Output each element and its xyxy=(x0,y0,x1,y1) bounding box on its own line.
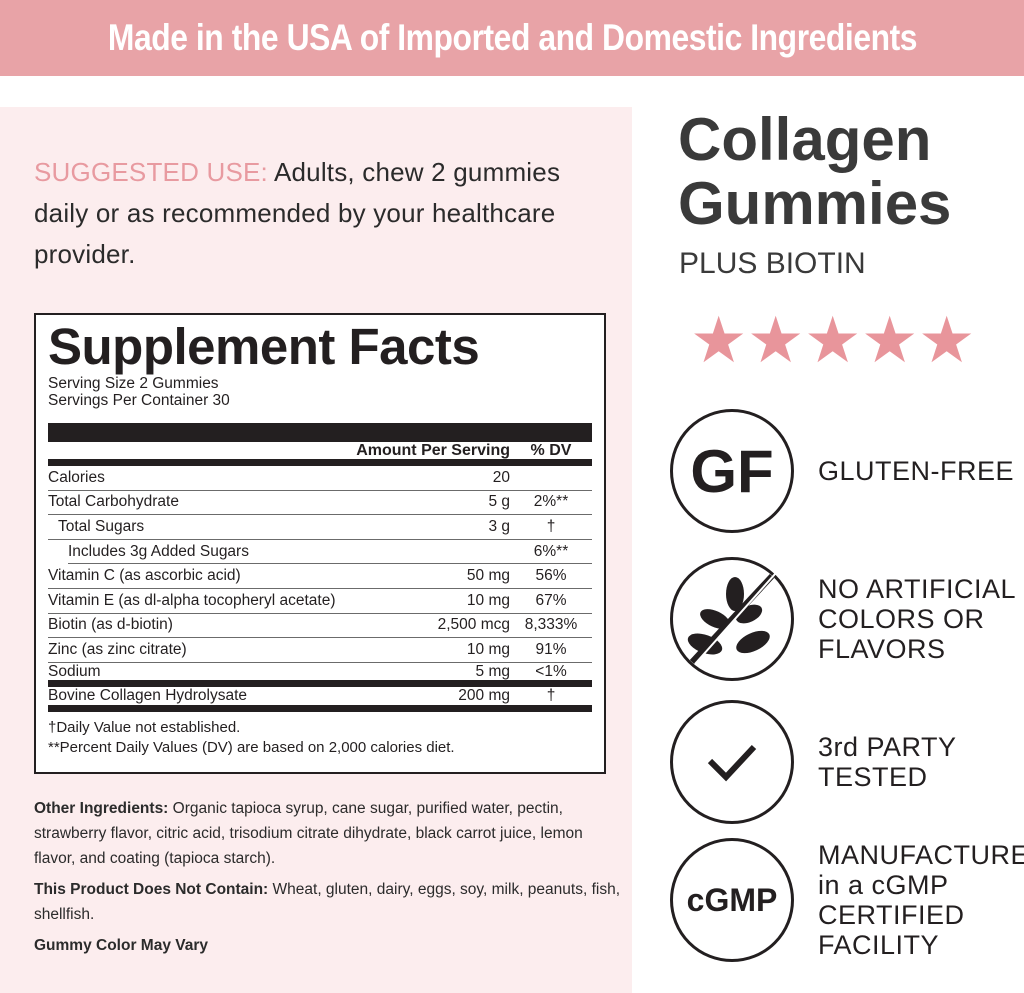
facts-row: Vitamin C (as ascorbic acid) 50 mg 56% xyxy=(48,564,592,589)
does-not-contain: This Product Does Not Contain: Wheat, gl… xyxy=(34,877,624,927)
does-not-contain-text: Wheat, gluten, dairy, eggs, soy, milk, p… xyxy=(34,881,621,923)
facts-row: Sodium 5 mg <1% xyxy=(48,663,592,688)
facts-row: Total Carbohydrate 5 g 2%** xyxy=(48,491,592,516)
feature-label: MANUFACTURED in a cGMP CERTIFIED FACILIT… xyxy=(818,840,1024,960)
nutrient-name: Includes 3g Added Sugars xyxy=(68,542,249,560)
nutrient-name: Biotin (as d-biotin) xyxy=(48,616,173,634)
other-ingredients-text: Organic tapioca syrup, cane sugar, purif… xyxy=(34,800,583,867)
feature-label: NO ARTIFICIAL COLORS OR FLAVORS xyxy=(818,574,1017,664)
nutrient-name: Total Carbohydrate xyxy=(48,493,179,511)
footnote-percent: **Percent Daily Values (DV) are based on… xyxy=(48,738,455,756)
no-artificial-leaf-icon xyxy=(670,557,794,681)
feature-cgmp: cGMP MANUFACTURED in a cGMP CERTIFIED FA… xyxy=(670,838,1024,962)
nutrient-dv: † xyxy=(546,517,556,535)
feature-no-artificial: NO ARTIFICIAL COLORS OR FLAVORS xyxy=(670,557,1016,681)
facts-header-row: Amount Per Serving % DV xyxy=(48,442,592,466)
nutrient-amount: 3 g xyxy=(488,517,510,535)
nutrient-name: Sodium xyxy=(48,662,101,680)
nutrient-amount: 2,500 mcg xyxy=(437,616,510,634)
top-banner: Made in the USA of Imported and Domestic… xyxy=(0,0,1024,76)
nutrient-dv: 67% xyxy=(535,591,567,609)
suggested-use: SUGGESTED USE: Adults, chew 2 gummies da… xyxy=(34,152,614,275)
facts-row: Zinc (as zinc citrate) 10 mg 91% xyxy=(48,638,592,663)
nutrient-amount: 10 mg xyxy=(466,591,510,609)
nutrient-name: Total Sugars xyxy=(58,517,145,535)
facts-row: Calories 20 xyxy=(48,466,592,491)
star-rating: ★ ★ ★ ★ ★ xyxy=(690,308,975,372)
star-icon: ★ xyxy=(918,304,976,376)
other-ingredients: Other Ingredients: Organic tapioca syrup… xyxy=(34,796,624,871)
nutrient-dv: 8,333% xyxy=(524,616,578,634)
ingredients-section: Other Ingredients: Organic tapioca syrup… xyxy=(34,796,624,964)
servings-per-container: Servings Per Container 30 xyxy=(48,392,230,409)
other-ingredients-label: Other Ingredients: xyxy=(34,800,169,817)
nutrient-amount: 50 mg xyxy=(466,567,510,585)
gf-icon-text: GF xyxy=(690,437,774,505)
feature-label: 3rd PARTY TESTED xyxy=(818,732,957,792)
nutrient-dv: <1% xyxy=(535,662,567,680)
nutrient-name: Vitamin E (as dl-alpha tocopheryl acetat… xyxy=(48,591,336,609)
gf-icon: GF xyxy=(670,409,794,533)
nutrient-amount: 20 xyxy=(492,468,510,486)
does-not-contain-label: This Product Does Not Contain: xyxy=(34,881,269,898)
nutrient-dv: † xyxy=(546,687,556,705)
nutrient-dv: 2%** xyxy=(533,493,569,511)
nutrient-amount: 5 g xyxy=(488,493,510,511)
facts-row: Biotin (as d-biotin) 2,500 mcg 8,333% xyxy=(48,614,592,639)
nutrient-amount: 200 mg xyxy=(458,687,510,705)
facts-row: Includes 3g Added Sugars 6%** xyxy=(68,540,592,565)
nutrient-dv: 91% xyxy=(535,640,567,658)
facts-row: Total Sugars 3 g † xyxy=(48,515,592,540)
nutrient-dv: 56% xyxy=(535,567,567,585)
suggested-use-text: Adults, chew 2 gummies daily or as recom… xyxy=(34,157,561,269)
feature-gluten-free: GF GLUTEN-FREE xyxy=(670,409,1014,533)
suggested-use-label: SUGGESTED USE: xyxy=(34,157,268,187)
product-subtitle: PLUS BIOTIN xyxy=(679,247,866,280)
divider-bar xyxy=(48,423,592,442)
star-icon: ★ xyxy=(804,304,862,376)
nutrient-name: Bovine Collagen Hydrolysate xyxy=(48,687,248,705)
star-icon: ★ xyxy=(690,304,748,376)
checkmark-icon xyxy=(670,700,794,824)
product-title: Collagen Gummies xyxy=(678,106,952,237)
nutrient-name: Zinc (as zinc citrate) xyxy=(48,640,187,658)
serving-size: Serving Size 2 Gummies xyxy=(48,375,219,392)
nutrient-dv: 6%** xyxy=(533,542,569,560)
banner-text: Made in the USA of Imported and Domestic… xyxy=(107,17,917,58)
footnote-dv: †Daily Value not established. xyxy=(48,718,241,736)
facts-title: Supplement Facts xyxy=(48,318,480,375)
amount-header: Amount Per Serving xyxy=(356,441,510,459)
feature-label: GLUTEN-FREE xyxy=(818,456,1015,486)
star-icon: ★ xyxy=(747,304,805,376)
cgmp-icon: cGMP xyxy=(670,838,794,962)
nutrient-amount: 10 mg xyxy=(466,640,510,658)
nutrient-amount: 5 mg xyxy=(475,662,510,680)
nutrient-name: Calories xyxy=(48,468,105,486)
facts-row: Bovine Collagen Hydrolysate 200 mg † xyxy=(48,687,592,712)
supplement-facts-panel: Supplement Facts Serving Size 2 Gummies … xyxy=(34,313,606,774)
dv-header: % DV xyxy=(530,441,572,459)
facts-row: Vitamin E (as dl-alpha tocopheryl acetat… xyxy=(48,589,592,614)
feature-third-party: 3rd PARTY TESTED xyxy=(670,700,957,824)
color-note: Gummy Color May Vary xyxy=(34,937,209,954)
star-icon: ★ xyxy=(861,304,919,376)
nutrient-name: Vitamin C (as ascorbic acid) xyxy=(48,567,241,585)
cgmp-icon-text: cGMP xyxy=(686,881,778,918)
